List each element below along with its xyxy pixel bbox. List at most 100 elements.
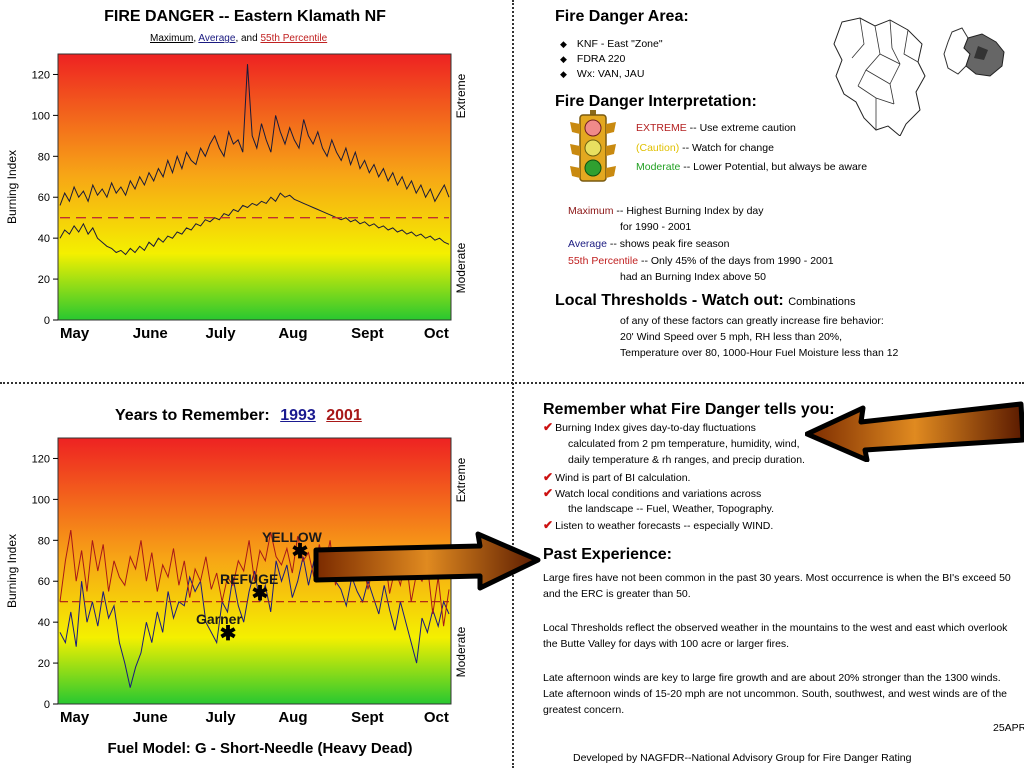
moderate-key: Moderate [636,161,681,173]
y-tick-label: 60 [38,192,50,204]
remember-1-line3: daily temperature & rh ranges, and preci… [568,454,805,466]
area-map-outline-icon [833,17,926,136]
interpretation-heading: Fire Danger Interpretation: [555,93,757,110]
top-chart-subtitle: Maximum, Average, and 55th Percentile [150,33,327,44]
fire-marker-icon: ✱ [220,623,237,645]
remember-1-line2: calculated from 2 pm temperature, humidi… [568,438,800,450]
x-tick-label: July [206,709,237,726]
extreme-text: -- Use extreme caution [686,122,796,134]
series-line-0 [59,550,450,688]
remember-heading: Remember what Fire Danger tells you: [543,401,835,418]
y-tick-label: 60 [38,576,50,588]
past-paragraph-2: Local Thresholds reflect the observed we… [543,622,1008,650]
maximum-note: Maximum -- Highest Burning Index by day [568,205,764,217]
top-fire-danger-chart: 0 20 40 60 80 100 120 May June July Aug Sept Oct Burn… [5,53,468,342]
subtitle-percentile: 55th Percentile [260,33,328,44]
y-tick-label: 120 [32,453,50,465]
caution-text: -- Watch for change [679,142,774,154]
arrow-left-icon [805,401,1024,462]
locator-map-icon [943,27,1005,77]
maximum-note-2: for 1990 - 2001 [620,221,692,233]
x-tick-label: May [60,709,90,726]
thresholds-line-2: 20' Wind Speed over 5 mph, RH less than … [620,331,843,343]
area-bullet-1: KNF - East "Zone" [560,38,663,50]
y-tick-label: 100 [32,110,50,122]
percentile-key: 55th Percentile [568,255,639,267]
vertical-divider [512,0,514,768]
series-line-1 [59,192,450,256]
year-1993: 1993 [280,407,316,424]
past-experience-heading: Past Experience: [543,546,672,563]
thresholds-title: Local Thresholds - Watch out: [555,292,784,309]
fire-danger-area-heading: Fire Danger Area: [555,8,689,25]
y-tick-label: 0 [44,315,50,327]
average-note: Average -- shows peak fire season [568,238,729,250]
maximum-text: -- Highest Burning Index by day [613,205,764,217]
x-tick-label: Sept [351,709,384,726]
caution-key: (Caution) [636,142,680,154]
fire-marker-icon: ✱ [252,583,269,605]
traffic-light-icon [570,110,616,182]
interp-row-extreme: EXTREME -- Use extreme caution [636,122,796,134]
x-tick-label: June [133,325,168,342]
percentile-text: -- Only 45% of the days from 1990 - 2001 [638,255,834,267]
remember-item-3: ✔ Watch local conditions and variations a… [543,486,761,500]
interp-row-moderate: Moderate -- Lower Potential, but always … [636,161,867,173]
bottom-chart-title: Years to Remember: 1993 2001 [115,407,415,425]
remember-3-line1: Watch local conditions and variations ac… [555,488,762,500]
y-tick-label: 40 [38,233,50,245]
fire-annotation-2: Garner [196,611,242,627]
average-text: -- shows peak fire season [606,238,730,250]
x-tick-label: Aug [278,709,307,726]
remember-item-2: ✔ Wind is part of BI calculation. [543,470,690,484]
y-axis-label: Burning Index [5,150,19,224]
remember-item-4: ✔ Listen to weather forecasts -- especial… [543,518,773,532]
thresholds-heading: Local Thresholds - Watch out: Combinatio… [555,292,855,310]
fire-annotation-1: REFUGE [220,571,278,587]
remember-4-line1: Listen to weather forecasts -- especiall… [555,520,774,532]
area-bullet-2: FDRA 220 [560,53,625,65]
checkmark-icon: ✔ [543,470,554,484]
x-tick-label: May [60,325,90,342]
year-2001: 2001 [326,407,362,424]
percentile-note-2: had an Burning Index above 50 [620,271,766,283]
checkmark-icon: ✔ [543,486,554,500]
x-tick-label: July [206,325,237,342]
right-label-extreme: Extreme [454,457,468,502]
series-line-0 [59,64,450,206]
footer-credit: Developed by NAGFDR--National Advisory G… [573,752,912,764]
years-title: Years to Remember: [115,407,270,424]
right-label-moderate: Moderate [454,626,468,677]
remember-3-line2: the landscape -- Fuel, Weather, Topograp… [568,503,775,515]
x-tick-label: Oct [424,709,449,726]
subtitle-average: Average [198,33,236,44]
past-paragraph-3: Late afternoon winds are key to large fi… [543,672,1008,716]
y-tick-label: 100 [32,494,50,506]
subtitle-maximum: Maximum [150,33,194,44]
y-tick-label: 0 [44,699,50,711]
subtitle-and: , and [235,33,258,44]
moderate-text: -- Lower Potential, but always be aware [680,161,868,173]
plot-area [57,53,452,321]
fire-marker-icon: ✱ [292,541,309,563]
average-key: Average [568,238,607,250]
y-tick-label: 80 [38,535,50,547]
y-tick-label: 20 [38,658,50,670]
remember-2-line1: Wind is part of BI calculation. [555,472,691,484]
right-label-extreme: Extreme [454,73,468,118]
right-label-moderate: Moderate [454,242,468,293]
remember-1-line1: Burning Index gives day-to-day fluctuati… [555,422,756,434]
y-tick-label: 80 [38,151,50,163]
area-bullet-3: Wx: VAN, JAU [560,68,644,80]
checkmark-icon: ✔ [543,420,554,434]
y-tick-label: 40 [38,617,50,629]
subtitle-sep: , [193,33,197,44]
fire-annotation-0: YELLOW [262,529,323,545]
maximum-key: Maximum [568,205,614,217]
thresholds-line-3: Temperature over 80, 1000-Hour Fuel Mois… [620,347,899,359]
checkmark-icon: ✔ [543,518,554,532]
past-paragraph-1: Large fires have not been common in the … [543,572,1011,600]
date-stamp: 25APR [993,722,1024,734]
thresholds-suffix: Combinations [788,296,856,308]
thresholds-line-1: of any of these factors can greatly incr… [620,315,884,327]
